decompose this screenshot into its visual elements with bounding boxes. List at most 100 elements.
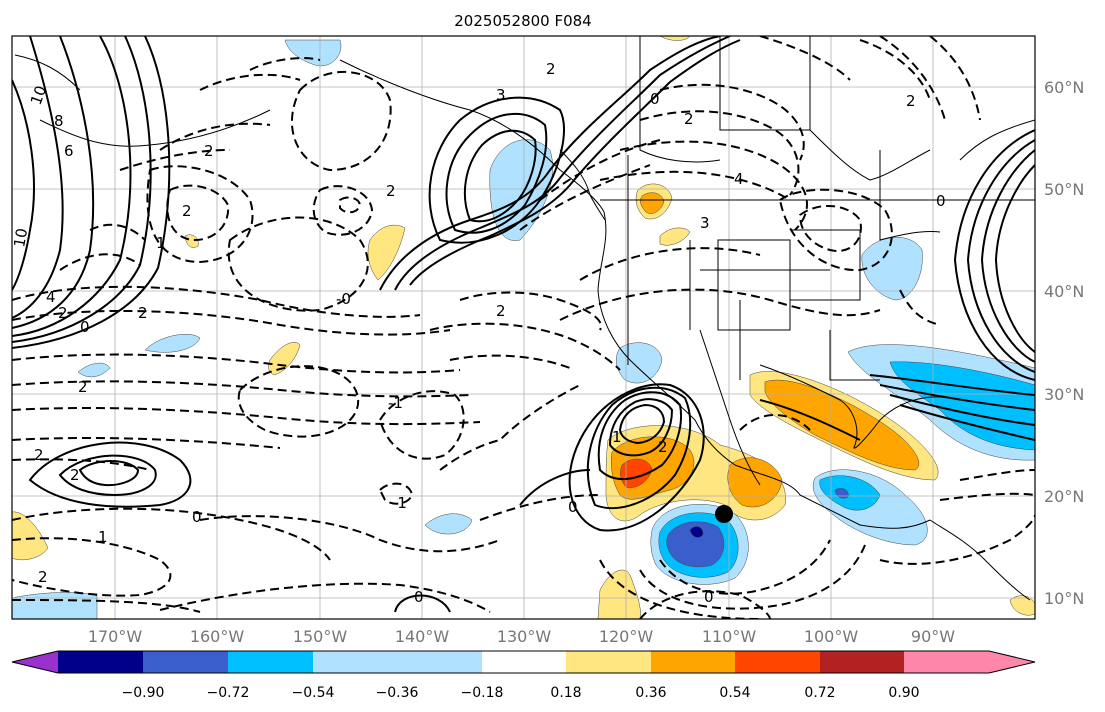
lon-label: 90°W [911,627,955,646]
colorbar-tick-label: 0.36 [635,685,666,701]
contour-label: 1 [156,234,166,252]
map-title: 2025052800 F084 [454,12,591,30]
colorbar-tick-label: −0.18 [461,685,504,701]
contour-label: 0 [568,498,578,516]
colorbar-tick-label: 0.90 [888,685,919,701]
lat-label: 50°N [1044,180,1084,199]
lon-label: 120°W [599,627,654,646]
colorbar-tick-label: 0.72 [804,685,835,701]
anomaly-patch [12,592,98,619]
contour-label: 1 [98,528,108,546]
anomaly-patch [640,192,665,214]
colorbar-min-arrow [12,651,58,673]
contours-solid [12,36,1035,613]
lon-label: 160°W [190,627,245,646]
colorbar-tick-label: 0.18 [550,685,581,701]
latitude-labels: 60°N 50°N 40°N 30°N 20°N 10°N [1044,78,1084,608]
contour-label: 3 [496,86,506,104]
anomaly-patch [659,227,691,246]
contour-label: 2 [58,304,68,322]
contour-label: 0 [650,90,660,108]
contour-label: 2 [386,182,396,200]
lon-label: 110°W [702,627,757,646]
contour-label: -1 [392,494,407,512]
anomaly-patch [819,475,881,511]
contour-label: 2 [78,378,88,396]
anomaly-patch [144,333,201,353]
contour-label: 3 [700,214,710,232]
lat-label: 60°N [1044,78,1084,97]
lat-label: 40°N [1044,282,1084,301]
lon-label: 140°W [395,627,450,646]
anomaly-patch [284,39,342,67]
contour-label: 2 [70,466,80,484]
colorbar: −0.90 −0.72 −0.54 −0.36 −0.18 0.18 0.36 … [11,650,1036,701]
contour-label: 10 [27,83,50,107]
lat-label: 30°N [1044,385,1084,404]
coastlines [14,36,1035,601]
colorbar-tick-label: −0.72 [207,685,250,701]
contour-label: 8 [54,112,64,130]
contour-label: 2 [684,110,694,128]
anomaly-patch [764,379,920,471]
contour-label: -0 [336,290,351,308]
map-area: 10 8 6 10 4 2 0 2 1 2 2 2 3 2 0 2 2 0 4 … [10,36,1035,619]
contours-dashed [12,36,1035,619]
contour-label: 4 [46,288,56,306]
colorbar-tick-label: −0.90 [122,685,165,701]
contour-label: 6 [64,142,74,160]
contour-label: 0 [80,318,90,336]
anomaly-patch [77,362,111,378]
shaded-anomaly-layer [12,36,1035,619]
lat-label: 10°N [1044,589,1084,608]
anomaly-patch [12,511,49,561]
contour-label: 2 [204,142,214,160]
anomaly-patch [620,458,653,488]
longitude-labels: 170°W 160°W 150°W 140°W 130°W 120°W 110°… [88,627,955,646]
anomaly-patch [184,234,199,248]
colorbar-bin [228,651,313,673]
lat-label: 20°N [1044,487,1084,506]
lon-label: 100°W [804,627,859,646]
colorbar-max-arrow [989,651,1035,673]
colorbar-bin [143,651,228,673]
contour-label: 2 [182,202,192,220]
colorbar-bin [904,651,989,673]
contour-label: 0 [192,508,202,526]
contour-label: 10 [10,227,31,249]
colorbar-bin [651,651,735,673]
contour-label: 2 [546,60,556,78]
contour-label: 0 [936,192,946,210]
contour-label: 2 [496,302,506,320]
contour-label: 0 [704,588,714,606]
colorbar-bin [820,651,904,673]
map-frame [11,35,1036,620]
anomaly-patch [367,224,406,281]
storm-position-marker [715,505,733,523]
colorbar-tick-label: −0.54 [292,685,335,701]
anomaly-patch [268,342,301,376]
colorbar-bin [313,651,397,673]
colorbar-tick-label: 0.54 [719,685,750,701]
contour-label: 2 [38,568,48,586]
contour-label: 0 [414,588,424,606]
colorbar-tick-label: −0.36 [376,685,419,701]
lon-label: 130°W [497,627,552,646]
contour-label: -1 [388,394,403,412]
anomaly-patch [424,513,473,535]
colorbar-bin [58,651,143,673]
colorbar-bin [482,651,566,673]
anomaly-patch [1009,595,1035,616]
anomaly-patch [666,521,725,568]
lon-label: 170°W [88,627,143,646]
lon-label: 150°W [293,627,348,646]
contour-labels: 10 8 6 10 4 2 0 2 1 2 2 2 3 2 0 2 2 0 4 … [10,60,946,606]
contour-label: 4 [734,170,744,188]
contour-label: 2 [906,92,916,110]
colorbar-bin [735,651,820,673]
colorbar-bin [566,651,651,673]
anomaly-patch [689,526,704,538]
contour-label: 2 [658,438,668,456]
colorbar-bin [397,651,482,673]
